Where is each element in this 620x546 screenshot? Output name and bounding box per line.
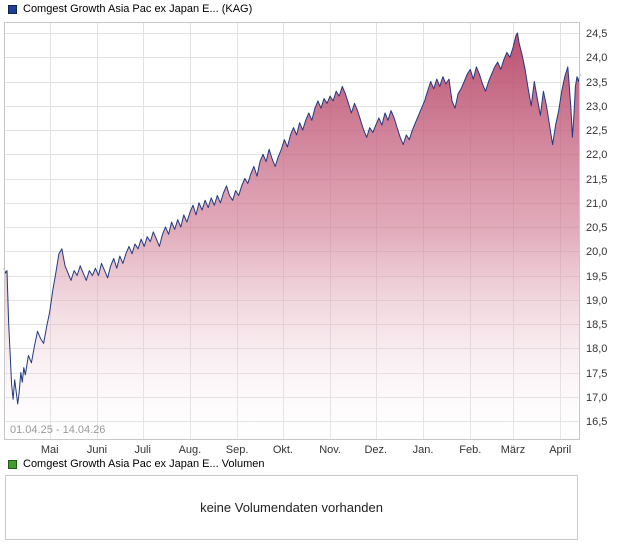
y-tick-label: 23,0 bbox=[586, 101, 607, 113]
price-chart[interactable]: 24,5 24,0 23,5 23,0 22,5 22,0 21,5 21,0 20,5 20,0… bbox=[0, 0, 620, 458]
x-tick-label: Aug. bbox=[179, 444, 202, 456]
y-tick-label: 17,0 bbox=[586, 392, 607, 404]
y-tick-label: 22,5 bbox=[586, 125, 607, 137]
volume-legend: Comgest Growth Asia Pac ex Japan E... Vo… bbox=[8, 458, 265, 470]
price-area bbox=[4, 33, 580, 439]
y-tick-label: 16,5 bbox=[586, 416, 607, 428]
y-tick-label: 21,0 bbox=[586, 198, 607, 210]
volume-empty-message: keine Volumendaten vorhanden bbox=[200, 500, 383, 515]
y-tick-label: 18,0 bbox=[586, 343, 607, 355]
x-tick-label: Dez. bbox=[364, 444, 387, 456]
x-tick-label: Nov. bbox=[319, 444, 341, 456]
y-tick-label: 19,5 bbox=[586, 271, 607, 283]
y-tick-label: 18,5 bbox=[586, 319, 607, 331]
y-tick-label: 22,0 bbox=[586, 149, 607, 161]
plot-border bbox=[4, 22, 580, 440]
x-tick-label: Jan. bbox=[413, 444, 434, 456]
x-tick-label: Mai bbox=[41, 444, 59, 456]
y-tick-label: 21,5 bbox=[586, 174, 607, 186]
volume-series-marker-icon bbox=[8, 459, 17, 469]
y-tick-label: 24,0 bbox=[586, 52, 607, 64]
y-tick-label: 20,0 bbox=[586, 246, 607, 258]
y-tick-label: 24,5 bbox=[586, 28, 607, 40]
price-line bbox=[3, 32, 581, 405]
volume-panel: keine Volumendaten vorhanden bbox=[5, 475, 578, 540]
date-range-label: 01.04.25 - 14.04.26 bbox=[10, 424, 105, 436]
x-tick-label: Juli bbox=[134, 444, 151, 456]
y-tick-label: 19,0 bbox=[586, 295, 607, 307]
x-tick-label: Sep. bbox=[226, 444, 249, 456]
x-tick-label: Feb. bbox=[459, 444, 481, 456]
price-series-title: Comgest Growth Asia Pac ex Japan E... (K… bbox=[23, 3, 253, 15]
y-tick-label: 20,5 bbox=[586, 222, 607, 234]
x-tick-label: April bbox=[549, 444, 571, 456]
y-tick-label: 17,5 bbox=[586, 368, 607, 380]
x-tick-label: Okt. bbox=[273, 444, 293, 456]
price-legend: Comgest Growth Asia Pac ex Japan E... (K… bbox=[8, 3, 252, 15]
x-tick-label: März bbox=[501, 444, 525, 456]
x-tick-label: Juni bbox=[87, 444, 107, 456]
price-series-marker-icon bbox=[8, 4, 17, 14]
y-tick-label: 23,5 bbox=[586, 77, 607, 89]
volume-series-title: Comgest Growth Asia Pac ex Japan E... Vo… bbox=[23, 458, 265, 470]
